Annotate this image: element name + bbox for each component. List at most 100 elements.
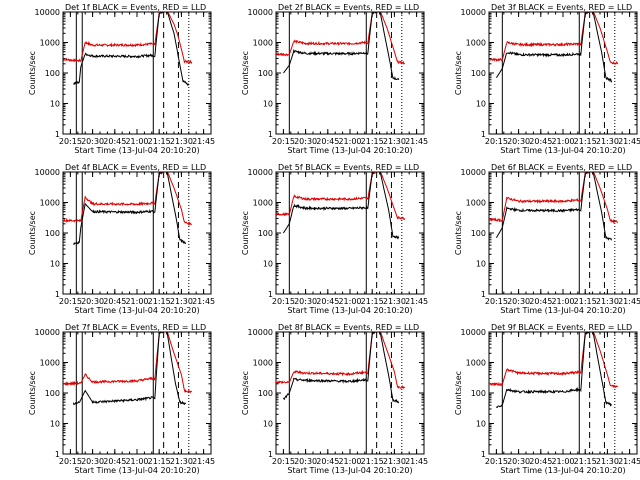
detector-panel: Det 3f BLACK = Events, RED = LLD 1 10 100 10… (454, 3, 640, 155)
x-tick-label: 21:45 (405, 297, 428, 306)
x-tick-label: 20:45 (103, 297, 126, 306)
y-tick-label: 100 (45, 69, 60, 78)
panel-title: Det 6f BLACK = Events, RED = LLD (491, 163, 632, 172)
x-tick-label: 20:30 (507, 457, 530, 466)
y-tick-label: 1 (55, 130, 60, 139)
y-tick-label: 1000 (40, 199, 60, 208)
y-tick-label: 100 (45, 229, 60, 238)
y-axis-label: Counts/sec (454, 51, 463, 95)
detector-panel: Det 6f BLACK = Events, RED = LLD 1 10 100 10… (454, 163, 640, 315)
x-tick-label: 20:30 (294, 457, 317, 466)
x-tick-label: 20:30 (81, 457, 104, 466)
events-trace (282, 172, 400, 240)
x-axis-label: Start Time (13-Jul-04 20:10:20) (74, 466, 199, 475)
y-tick-label: 1 (268, 290, 273, 299)
y-tick-label: 1 (55, 290, 60, 299)
x-tick-label: 21:30 (170, 297, 193, 306)
y-tick-label: 1 (268, 450, 273, 459)
x-tick-label: 21:15 (574, 137, 597, 146)
events-trace (495, 332, 612, 408)
y-tick-label: 100 (471, 69, 486, 78)
events-trace (495, 172, 612, 241)
y-tick-label: 10 (476, 260, 486, 269)
y-tick-label: 10000 (461, 8, 486, 17)
lld-trace (63, 332, 193, 394)
x-tick-label: 20:15 (272, 137, 295, 146)
y-tick-label: 10000 (248, 168, 273, 177)
lld-trace (489, 332, 619, 389)
x-tick-label: 21:30 (383, 457, 406, 466)
x-tick-label: 21:45 (192, 457, 215, 466)
detector-panel: Det 9f BLACK = Events, RED = LLD 1 10 100 10… (454, 323, 640, 475)
x-tick-label: 21:30 (170, 137, 193, 146)
y-tick-label: 100 (45, 389, 60, 398)
x-axis-label: Start Time (13-Jul-04 20:10:20) (500, 306, 625, 315)
events-trace (73, 172, 186, 246)
x-tick-label: 20:15 (272, 297, 295, 306)
y-axis-label: Counts/sec (28, 211, 37, 255)
x-axis-label: Start Time (13-Jul-04 20:10:20) (74, 146, 199, 155)
x-tick-label: 20:15 (485, 137, 508, 146)
x-tick-label: 20:30 (294, 137, 317, 146)
y-tick-label: 1 (268, 130, 273, 139)
y-tick-label: 1000 (253, 39, 273, 48)
y-tick-label: 10000 (461, 328, 486, 337)
detector-panel: Det 2f BLACK = Events, RED = LLD 1 10 100 10… (241, 3, 428, 155)
x-tick-label: 20:45 (316, 137, 339, 146)
detector-panel: Det 5f BLACK = Events, RED = LLD 1 10 100 10… (241, 163, 428, 315)
x-tick-label: 20:45 (316, 297, 339, 306)
x-tick-label: 20:45 (316, 457, 339, 466)
x-tick-label: 20:45 (529, 137, 552, 146)
y-tick-label: 1000 (466, 359, 486, 368)
x-tick-label: 20:15 (272, 457, 295, 466)
y-tick-label: 10 (263, 260, 273, 269)
y-tick-label: 10000 (461, 168, 486, 177)
y-tick-label: 10 (476, 420, 486, 429)
y-tick-label: 100 (258, 389, 273, 398)
y-tick-label: 100 (471, 389, 486, 398)
y-tick-label: 100 (471, 229, 486, 238)
x-tick-label: 21:45 (405, 137, 428, 146)
panel-title: Det 3f BLACK = Events, RED = LLD (491, 3, 632, 12)
events-trace (282, 332, 400, 404)
events-trace (495, 12, 613, 84)
events-trace (72, 332, 187, 406)
x-tick-label: 20:30 (81, 297, 104, 306)
x-tick-label: 21:30 (383, 137, 406, 146)
events-trace (283, 12, 400, 81)
lld-trace (63, 12, 193, 64)
lld-trace (276, 12, 406, 65)
y-tick-label: 10 (263, 420, 273, 429)
detector-panel: Det 1f BLACK = Events, RED = LLD 1 10 100 10… (28, 3, 215, 155)
x-tick-label: 20:30 (81, 137, 104, 146)
x-tick-label: 21:00 (125, 457, 148, 466)
x-axis-label: Start Time (13-Jul-04 20:10:20) (500, 146, 625, 155)
panel-title: Det 7f BLACK = Events, RED = LLD (65, 323, 206, 332)
x-tick-label: 20:45 (529, 297, 552, 306)
y-tick-label: 10000 (248, 328, 273, 337)
lld-trace (63, 172, 193, 227)
y-tick-label: 100 (258, 229, 273, 238)
x-tick-label: 20:15 (485, 297, 508, 306)
x-tick-label: 20:30 (507, 137, 530, 146)
x-tick-label: 21:15 (574, 297, 597, 306)
y-tick-label: 1000 (253, 199, 273, 208)
y-axis-label: Counts/sec (241, 211, 250, 255)
x-tick-label: 21:00 (125, 297, 148, 306)
y-tick-label: 1 (55, 450, 60, 459)
x-tick-label: 21:00 (551, 137, 574, 146)
y-axis-label: Counts/sec (28, 51, 37, 95)
x-tick-label: 21:00 (338, 457, 361, 466)
detector-panel: Det 7f BLACK = Events, RED = LLD 1 10 100 10… (28, 323, 215, 475)
y-tick-label: 10000 (35, 8, 60, 17)
x-tick-label: 21:30 (170, 457, 193, 466)
y-tick-label: 10 (50, 100, 60, 109)
detector-panel: Det 4f BLACK = Events, RED = LLD 1 10 100 10… (28, 163, 215, 315)
x-tick-label: 21:30 (596, 297, 619, 306)
y-tick-label: 1 (481, 130, 486, 139)
x-tick-label: 21:45 (618, 137, 640, 146)
y-tick-label: 10 (263, 100, 273, 109)
y-tick-label: 1000 (40, 39, 60, 48)
x-tick-label: 21:00 (551, 457, 574, 466)
x-tick-label: 21:15 (148, 457, 171, 466)
